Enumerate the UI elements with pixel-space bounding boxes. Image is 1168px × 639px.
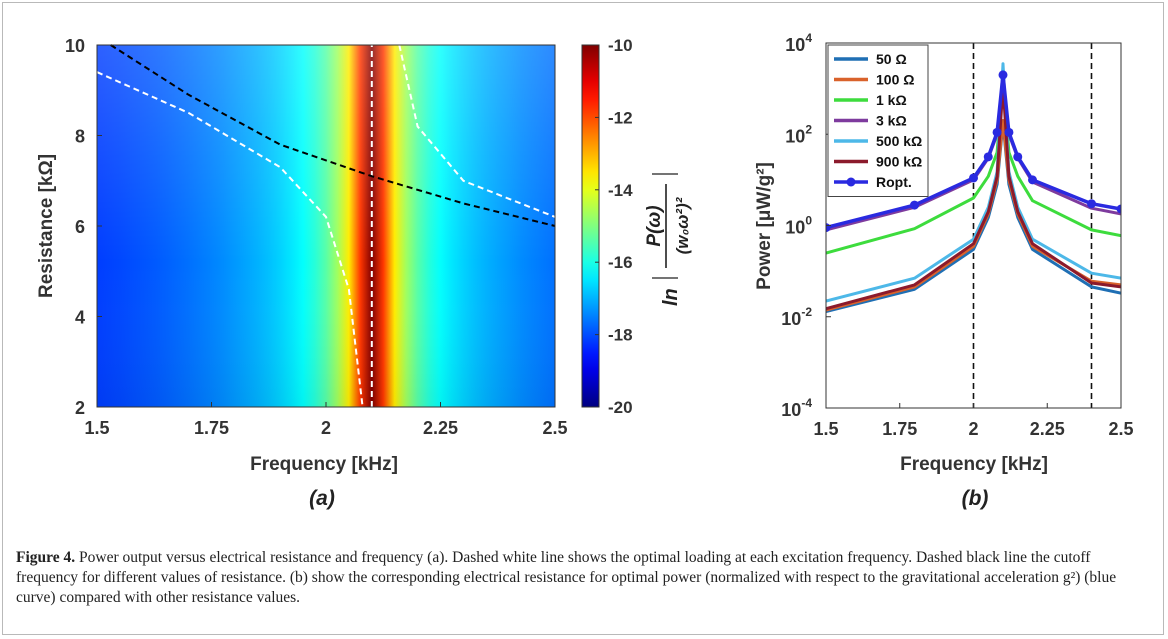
legend-label: 50 Ω [876,51,907,67]
svg-text:P(ω): P(ω) [644,205,665,246]
power-y-axis-label: Power [μW/g²] [754,162,775,290]
colorbar-tick-label: -18 [608,326,633,345]
heatmap-shading [97,45,555,407]
power-line-panel: 1.5 1.75 2 2.25 2.5 10-4 10-2 100 102 104 50 Ω 10… [754,31,1134,510]
heatmap-x-axis-label: Frequency [kHz] [250,454,398,475]
power-x-tick-label: 1.5 [813,419,838,439]
svg-text:(w₀ω²)²: (w₀ω²)² [673,196,692,254]
power-y-tick-label: 104 [785,31,812,55]
power-series-marker [910,200,919,210]
caption-label: Figure 4. [16,549,76,566]
heatmap-y-axis-label: Resistance [kΩ] [36,154,57,298]
colorbar [581,44,600,408]
power-series [826,62,1121,314]
heatmap-y-tick-label: 4 [75,308,85,328]
legend-label: 1 kΩ [876,92,907,108]
legend-marker [846,177,856,187]
power-x-axis-label: Frequency [kHz] [900,454,1048,475]
power-y-ticks: 10-4 10-2 100 102 104 [781,31,831,420]
power-x-tick-label: 2 [968,419,978,439]
legend-label: 100 Ω [876,72,914,88]
power-y-tick-label: 102 [785,122,812,146]
power-x-ticks: 1.5 1.75 2 2.25 2.5 [813,403,1134,439]
legend-label: Ropt. [876,174,912,190]
power-y-tick-label: 10-4 [781,396,812,420]
heatmap-y-tick-label: 8 [75,127,85,147]
power-y-tick-label: 100 [785,214,812,238]
power-legend: 50 Ω 100 Ω 1 kΩ 3 kΩ 500 kΩ 900 kΩ Ropt. [827,44,929,197]
legend-label: 900 kΩ [876,154,922,170]
heatmap-x-tick-label: 2.5 [542,418,567,438]
power-series-marker [969,173,978,183]
power-x-tick-label: 1.75 [882,419,917,439]
svg-text:ln: ln [660,288,682,306]
colorbar-label: ln P(ω) (w₀ω²)² [644,173,692,306]
legend-label: 500 kΩ [876,133,922,149]
heatmap-y-tick-label: 6 [75,217,85,237]
power-series-marker [998,70,1008,80]
heatmap-panel: 1.5 1.75 2 2.25 2.5 2 4 6 8 10 Frequency [kHz] R… [36,36,692,510]
heatmap-x-tick-label: 2.25 [423,418,458,438]
caption-text: Power output versus electrical resistanc… [16,549,1117,606]
heatmap-dashed-line-3 [398,44,556,218]
heatmap-x-tick-label: 1.75 [194,418,229,438]
power-vertical-dashed-lines [972,43,1093,408]
heatmap-dashed-line-1 [96,71,364,408]
power-series-line [826,62,1121,303]
power-series-marker [1013,152,1023,162]
heatmap-y-ticks: 2 4 6 8 10 [65,36,102,418]
power-series-marker [1116,204,1121,214]
power-x-tick-label: 2.25 [1030,419,1065,439]
heatmap-dashed-lines [96,44,556,408]
power-series-marker [992,127,1002,137]
power-x-tick-label: 2.5 [1108,419,1133,439]
figure-svg: 1.5 1.75 2 2.25 2.5 2 4 6 8 10 Frequency [kHz] R… [36,31,1134,510]
heatmap-x-ticks: 1.5 1.75 2 2.25 2.5 [84,402,568,438]
colorbar-tick-label: -12 [608,108,633,127]
colorbar-tick-label: -10 [608,36,633,55]
heatmap-y-tick-label: 2 [75,398,85,418]
legend-label: 3 kΩ [876,113,907,129]
power-y-tick-label: 10-2 [781,305,812,329]
colorbar-ticks: -10 -12 -14 -16 -18 -20 [595,36,633,417]
heatmap-x-tick-label: 2 [321,418,331,438]
panel-b-label: (b) [962,487,989,510]
power-series-marker [1004,127,1014,137]
heatmap-x-tick-label: 1.5 [84,418,109,438]
power-series-marker [983,152,993,162]
power-series-marker [1028,175,1037,185]
colorbar-tick-label: -16 [608,253,633,272]
panel-a-label: (a) [309,487,335,510]
heatmap-dashed-line-4 [110,44,556,227]
heatmap-y-tick-label: 10 [65,36,85,56]
figure-caption: Figure 4. Power output versus electrical… [16,548,1152,608]
colorbar-tick-label: -14 [608,181,633,200]
colorbar-tick-label: -20 [608,398,633,417]
power-series-marker [1087,199,1096,209]
